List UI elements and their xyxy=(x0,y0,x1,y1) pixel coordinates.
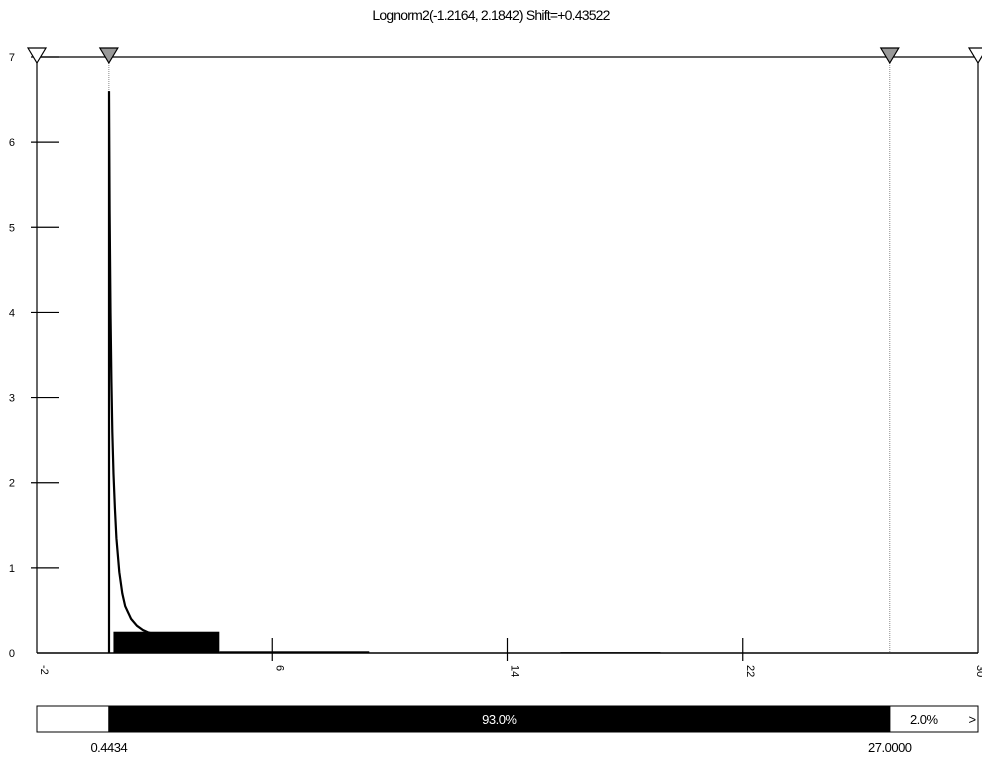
plot-area: 0 1 2 3 4 5 6 7 -2 6 14 22 30 xyxy=(9,47,982,677)
y-tick-label: 2 xyxy=(9,478,15,490)
delimiter-handle-icon[interactable] xyxy=(98,47,119,65)
x-tick-label: 30 xyxy=(974,665,982,677)
band-overflow-label[interactable]: > xyxy=(968,712,976,727)
band-left-segment xyxy=(36,705,110,733)
chart-title: Lognorm2(-1.2164, 2.1842) Shift=+0.43522 xyxy=(372,7,610,23)
y-tick-label: 7 xyxy=(9,52,15,64)
y-tick-label: 6 xyxy=(9,137,15,149)
x-tick-label: 22 xyxy=(744,665,756,677)
x-tick-label: 14 xyxy=(509,665,521,677)
left-delimiter-value: 0.4434 xyxy=(90,740,127,755)
band-right-label: 2.0% xyxy=(910,712,939,727)
density-curve xyxy=(107,91,155,653)
y-tick-label: 0 xyxy=(9,648,15,660)
y-tick-label: 4 xyxy=(9,307,15,319)
x-tick-label: -2 xyxy=(38,665,50,675)
probability-band[interactable]: 93.0% 2.0% >0.4434 27.0000 xyxy=(36,705,979,755)
y-tick-label: 1 xyxy=(9,563,15,575)
x-tick-label: 6 xyxy=(273,665,285,671)
range-marker-icon xyxy=(967,47,982,65)
histogram-bar xyxy=(219,651,370,653)
band-middle-label: 93.0% xyxy=(482,712,517,727)
y-tick-label: 3 xyxy=(9,393,15,405)
right-delimiter-value: 27.0000 xyxy=(868,740,912,755)
range-marker-icon xyxy=(26,47,48,65)
histogram-bar xyxy=(113,631,220,653)
y-tick-label: 5 xyxy=(9,222,15,234)
histogram-bar xyxy=(560,652,661,653)
delimiter-handle-icon[interactable] xyxy=(879,47,900,65)
